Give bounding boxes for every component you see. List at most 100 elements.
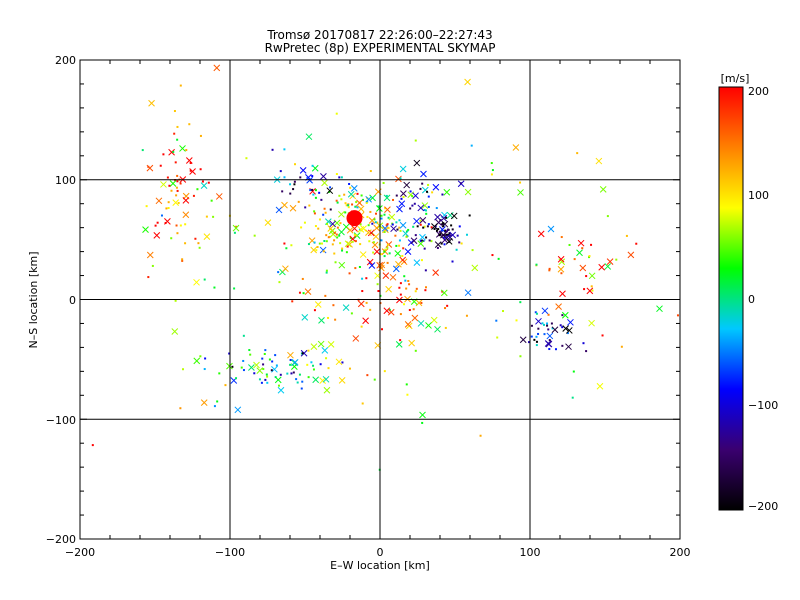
data-point (423, 247, 426, 250)
data-point (336, 201, 339, 204)
data-point (242, 334, 245, 337)
data-point-cross (559, 290, 566, 298)
data-point (296, 381, 299, 384)
data-point (196, 188, 199, 191)
colorbar-tick-label: −100 (748, 399, 778, 412)
data-point (372, 251, 375, 254)
data-point (366, 200, 369, 203)
data-point (258, 378, 261, 381)
data-point (312, 368, 315, 371)
data-point (446, 228, 449, 231)
data-point-cross (546, 332, 554, 340)
data-point (383, 250, 386, 253)
data-point (380, 217, 383, 220)
data-point-cross (561, 311, 569, 319)
data-point (314, 189, 317, 192)
data-point (519, 355, 522, 358)
data-point (425, 212, 428, 215)
data-point (491, 254, 494, 257)
data-point-cross (333, 219, 341, 227)
data-point (383, 255, 386, 258)
data-point (560, 236, 563, 239)
y-tick-label: −100 (46, 414, 76, 427)
data-point-cross (551, 326, 559, 334)
y-tick-label: −200 (46, 533, 76, 546)
data-point-cross (588, 319, 595, 327)
data-point (395, 221, 398, 224)
data-point-cross (434, 325, 441, 333)
data-point (313, 241, 316, 244)
data-point (320, 242, 323, 245)
data-point (329, 208, 332, 211)
data-point (414, 139, 417, 142)
data-point (419, 187, 422, 190)
data-point (425, 209, 428, 212)
data-point (245, 157, 248, 160)
data-point-cross (310, 246, 318, 254)
data-point (320, 198, 323, 201)
data-point-cross (169, 180, 177, 187)
data-point (458, 225, 461, 228)
data-point (365, 301, 368, 304)
data-point (283, 176, 286, 179)
data-point-cross (321, 179, 328, 187)
data-point-cross (395, 340, 403, 348)
data-point (291, 300, 294, 303)
x-tick-label: −200 (65, 546, 95, 559)
data-point (231, 365, 234, 368)
data-point-cross (385, 285, 392, 293)
colorbar-tick-label: 100 (748, 189, 769, 202)
data-point-cross (322, 375, 330, 383)
data-point (601, 334, 604, 337)
data-point (380, 239, 383, 242)
data-point (175, 186, 178, 189)
data-point (391, 223, 394, 226)
data-point (307, 376, 310, 379)
data-point (168, 184, 171, 187)
data-point (172, 150, 175, 153)
data-point (542, 323, 545, 326)
data-point (165, 207, 168, 210)
data-point (427, 183, 430, 186)
data-point (145, 205, 148, 208)
data-point (398, 239, 401, 242)
y-axis-label: N–S location [km] (27, 251, 40, 348)
data-point (470, 144, 473, 147)
data-point-cross (450, 212, 458, 220)
data-point-cross (326, 187, 334, 195)
data-point-cross (146, 251, 154, 259)
data-point (323, 239, 326, 242)
colorbar-unit-label: [m/s] (721, 72, 750, 85)
data-point (224, 384, 227, 387)
data-points (91, 64, 679, 471)
data-point (313, 210, 316, 213)
data-point (167, 201, 170, 204)
data-point (293, 180, 296, 183)
data-point (411, 195, 414, 198)
data-point (392, 198, 395, 201)
data-point (421, 239, 424, 242)
data-point-cross (434, 213, 441, 221)
data-point (403, 275, 406, 278)
data-point-cross (271, 365, 278, 373)
data-point (175, 224, 178, 227)
data-point (385, 194, 388, 197)
data-point-cross (373, 224, 381, 232)
data-point-cross (464, 78, 471, 86)
data-point (426, 190, 429, 193)
colorbar-scale (719, 87, 743, 510)
data-point-cross (392, 265, 400, 273)
data-point (468, 214, 471, 217)
data-point (388, 308, 391, 311)
data-point-cross (565, 343, 572, 351)
chart-title: Tromsø 20170817 22:26:00–22:27:43 (266, 28, 492, 42)
data-point (581, 247, 584, 250)
data-point (359, 223, 362, 226)
data-point (297, 200, 300, 203)
data-point (534, 311, 537, 314)
data-point (266, 375, 269, 378)
data-point (298, 373, 301, 376)
data-point (405, 383, 408, 386)
data-point (451, 260, 454, 263)
data-point (374, 221, 377, 224)
